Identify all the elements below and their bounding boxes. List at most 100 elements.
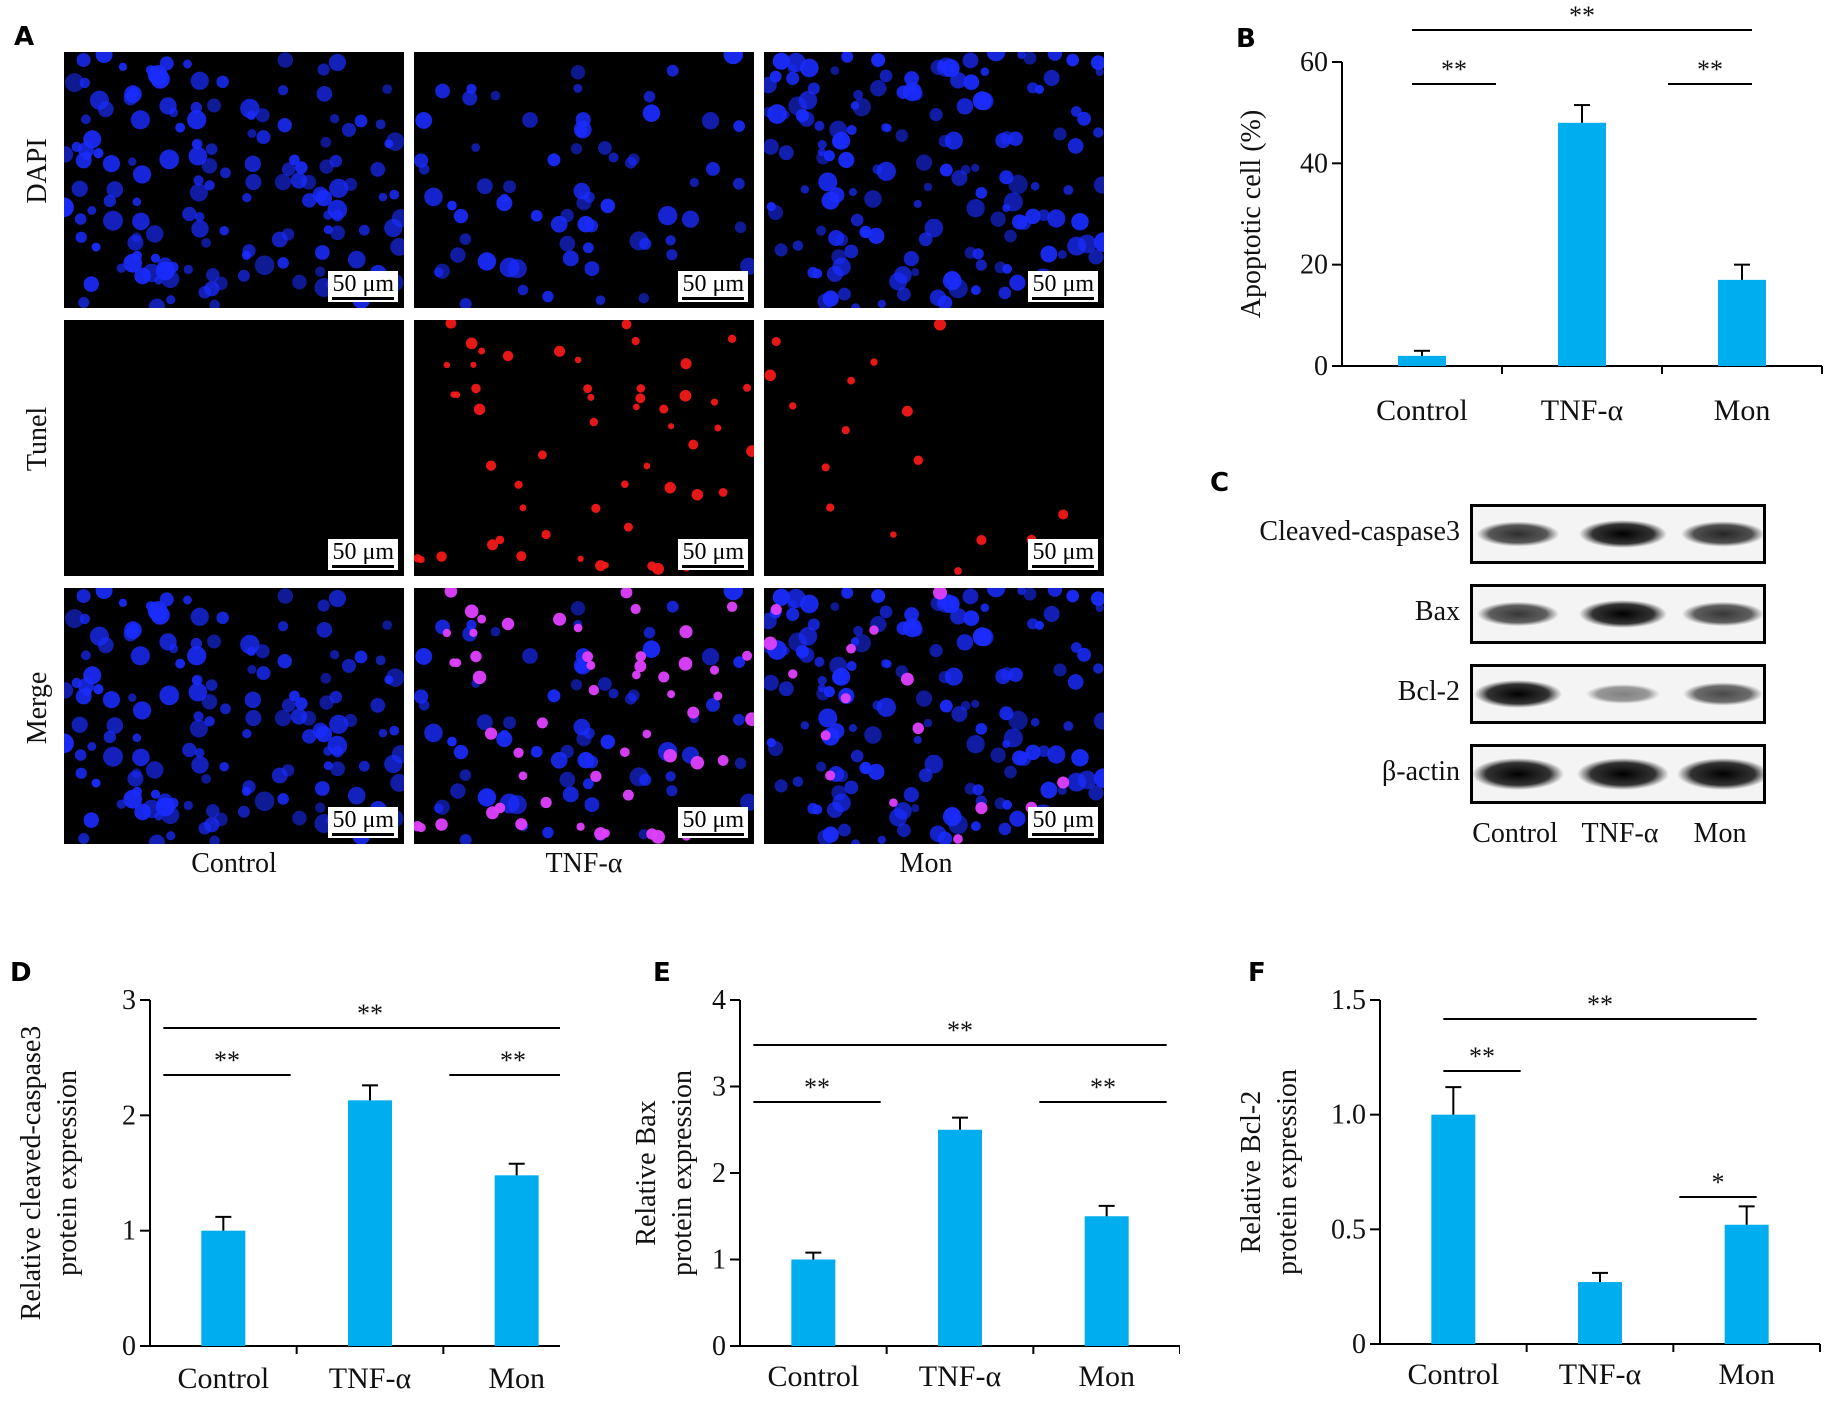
significance-label-1: ** xyxy=(1469,1042,1495,1071)
y-axis-label-1: protein expression xyxy=(52,1070,83,1276)
scale-bar-line xyxy=(332,833,394,836)
y-tick-label: 0 xyxy=(712,1331,726,1362)
micrograph-merge-tnf: 50 μm xyxy=(414,588,754,844)
scale-bar-label: 50 μm xyxy=(1032,271,1094,297)
y-tick-label: 1.0 xyxy=(1331,1100,1366,1131)
y-axis-label-0: Relative Bcl-2 xyxy=(1236,1091,1267,1254)
x-category-label-2: Mon xyxy=(488,1362,545,1395)
scale-bar-line xyxy=(1032,297,1094,300)
blot-label-bcl2: Bcl-2 xyxy=(1397,676,1460,707)
scale-bar: 50 μm xyxy=(678,539,748,570)
significance-label-1: ** xyxy=(214,1046,240,1075)
blot-band-bcl2-0 xyxy=(1474,680,1562,708)
scale-bar: 50 μm xyxy=(328,807,398,838)
scale-bar-label: 50 μm xyxy=(682,807,744,833)
y-axis-label-1: protein expression xyxy=(667,1070,698,1276)
scale-bar-line xyxy=(332,565,394,568)
x-category-label-1: TNF-α xyxy=(1559,1358,1642,1391)
scale-bar-label: 50 μm xyxy=(1032,807,1094,833)
scale-bar: 50 μm xyxy=(328,271,398,302)
bar-2 xyxy=(1724,1224,1769,1344)
scale-bar-label: 50 μm xyxy=(1032,539,1094,565)
row-label-merge: Merge xyxy=(22,671,53,745)
y-axis-label-0: Relative Bax xyxy=(631,1100,662,1245)
scale-bar-label: 50 μm xyxy=(682,539,744,565)
bar-1 xyxy=(1578,1282,1622,1344)
scale-bar-line xyxy=(332,297,394,300)
micrograph-dapi-tnf: 50 μm xyxy=(414,52,754,308)
y-tick-label: 0 xyxy=(1352,1329,1366,1360)
y-tick-label: 0 xyxy=(122,1331,136,1362)
column-label-tnf: TNF-α xyxy=(545,848,623,879)
y-tick-label: 0 xyxy=(1314,351,1328,382)
blot-band-beta-actin-1 xyxy=(1577,758,1669,790)
x-category-label-0: Control xyxy=(1407,1358,1499,1391)
scale-bar: 50 μm xyxy=(1028,539,1098,570)
x-category-label-1: TNF-α xyxy=(329,1362,412,1395)
micrograph-tunel-control: 50 μm xyxy=(64,320,404,576)
y-axis-label-0: Apoptotic cell (%) xyxy=(1236,110,1267,318)
significance-label-0: ** xyxy=(947,1016,973,1045)
blot-band-bcl2-1 xyxy=(1586,684,1660,704)
significance-label-0: ** xyxy=(1569,1,1595,30)
panel-letter-d: D xyxy=(10,958,32,988)
bar-1 xyxy=(348,1100,392,1346)
scale-bar: 50 μm xyxy=(678,271,748,302)
x-category-label-2: Mon xyxy=(1714,394,1771,427)
y-axis-label-0: Relative cleaved-caspase3 xyxy=(16,1026,47,1321)
micrograph-dapi-control: 50 μm xyxy=(64,52,404,308)
bar-2 xyxy=(1718,279,1766,366)
bar-0 xyxy=(791,1259,836,1346)
bar-0 xyxy=(201,1230,246,1346)
blot-label-bax: Bax xyxy=(1414,596,1460,627)
scale-bar: 50 μm xyxy=(678,807,748,838)
scale-bar: 50 μm xyxy=(1028,807,1098,838)
blot-band-cleaved-caspase3-0 xyxy=(1476,521,1560,547)
blot-strip-cleaved-caspase3 xyxy=(1470,504,1766,564)
y-tick-label: 0.5 xyxy=(1331,1214,1366,1245)
column-label-mon: Mon xyxy=(899,848,953,879)
x-category-label-2: Mon xyxy=(1078,1360,1135,1393)
micrograph-tunel-tnf: 50 μm xyxy=(414,320,754,576)
panel-letter-b: B xyxy=(1236,24,1256,54)
blot-band-bcl2-2 xyxy=(1683,682,1763,706)
blot-band-cleaved-caspase3-2 xyxy=(1681,521,1763,547)
blot-label-beta-actin: β-actin xyxy=(1382,756,1460,787)
blot-strip-bax xyxy=(1470,584,1766,644)
y-axis-label-1: protein expression xyxy=(1272,1069,1303,1275)
y-tick-label: 20 xyxy=(1300,250,1328,281)
x-category-label-1: TNF-α xyxy=(1541,394,1624,427)
blot-band-bax-0 xyxy=(1477,601,1559,627)
significance-label-1: ** xyxy=(804,1073,830,1102)
y-tick-label: 2 xyxy=(122,1100,136,1131)
blot-strip-beta-actin xyxy=(1470,744,1766,804)
y-tick-label: 3 xyxy=(122,985,136,1016)
scale-bar-line xyxy=(682,565,744,568)
blot-column-tnf: TNF-α xyxy=(1581,818,1659,849)
bar-1 xyxy=(1558,122,1606,366)
significance-label-1: ** xyxy=(1441,55,1467,84)
panel-letter-e: E xyxy=(653,958,671,988)
x-category-label-0: Control xyxy=(767,1360,859,1393)
blot-band-beta-actin-0 xyxy=(1473,758,1564,790)
scale-bar-line xyxy=(1032,565,1094,568)
scale-bar: 50 μm xyxy=(328,539,398,570)
significance-label-2: ** xyxy=(1697,55,1723,84)
y-tick-label: 2 xyxy=(712,1158,726,1189)
y-tick-label: 1 xyxy=(122,1216,136,1247)
blot-strip-bcl2 xyxy=(1470,664,1766,724)
significance-label-0: ** xyxy=(1587,990,1613,1019)
scale-bar: 50 μm xyxy=(1028,271,1098,302)
blot-column-control: Control xyxy=(1472,818,1558,849)
scale-bar-label: 50 μm xyxy=(332,807,394,833)
panel-letter-a: A xyxy=(14,22,35,52)
significance-label-2: ** xyxy=(1090,1073,1116,1102)
panel-letter-c: C xyxy=(1210,468,1230,498)
micrograph-dapi-mon: 50 μm xyxy=(764,52,1104,308)
x-category-label-0: Control xyxy=(177,1362,269,1395)
blot-column-mon: Mon xyxy=(1693,818,1747,849)
significance-label-2: ** xyxy=(500,1046,526,1075)
bar-0 xyxy=(1398,355,1446,366)
micrograph-merge-mon: 50 μm xyxy=(764,588,1104,844)
chart-bax: 0 1 2 3 4 Control TNF-α Mon ** ** ** Relative Bax pr… xyxy=(631,985,1180,1393)
